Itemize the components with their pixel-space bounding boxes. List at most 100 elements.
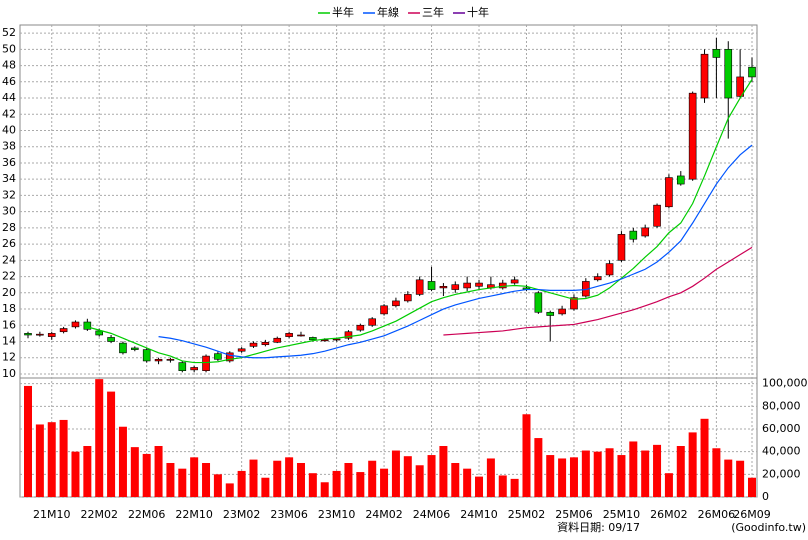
volume-bar [724, 459, 733, 497]
ma-line [443, 246, 753, 336]
volume-bar [130, 447, 139, 497]
candle-body [510, 279, 519, 284]
candle-body [237, 348, 246, 352]
volume-bar [664, 473, 673, 497]
volume-bar [118, 426, 127, 497]
y2-tick-label: 100,000 [762, 377, 808, 390]
volume-bar [546, 455, 555, 497]
candle-body [83, 321, 92, 330]
volume-bar [641, 450, 650, 497]
y2-tick-label: 0 [762, 490, 769, 503]
candle-body [570, 297, 578, 310]
candle-body [653, 204, 661, 227]
candle-body [617, 234, 626, 261]
volume-bar [534, 438, 543, 497]
volume-bar [190, 457, 199, 497]
y-tick-label: 46 [2, 75, 16, 88]
x-tick-label: 21M10 [33, 508, 71, 521]
volume-bar [581, 450, 590, 497]
legend-label: 年線 [377, 5, 399, 19]
candle-body [166, 359, 175, 361]
candle-body [748, 66, 756, 78]
candle-body [688, 92, 697, 180]
volume-bar [617, 455, 626, 497]
y-tick-label: 42 [2, 107, 16, 120]
plot-frame [19, 24, 758, 498]
candle-body [297, 334, 305, 337]
volume-bar [593, 451, 602, 497]
candle-body [344, 331, 353, 339]
candle-body [131, 347, 139, 350]
y-tick-label: 50 [2, 42, 16, 55]
volume-bar [213, 474, 222, 497]
candle-body [427, 281, 436, 290]
volume-bar [344, 463, 353, 497]
y-tick-label: 40 [2, 123, 16, 136]
y-tick-label: 10 [2, 367, 16, 380]
volume-bar [629, 441, 638, 497]
x-tick-label: 25M02 [508, 508, 546, 521]
volume-bar [296, 463, 305, 497]
candle-body [190, 367, 198, 371]
x-tick-label: 23M10 [318, 508, 356, 521]
candle-body [320, 339, 329, 342]
legend-label: 十年 [467, 5, 489, 19]
x-tick-label: 26M06 [698, 508, 736, 521]
candle-body [380, 305, 388, 315]
volume-bar [510, 478, 519, 497]
y-tick-label: 30 [2, 205, 16, 218]
candle-body [415, 279, 424, 295]
volume-bar [261, 477, 270, 497]
volume-bar [237, 470, 246, 497]
volume-bar [676, 446, 685, 497]
candle-body [24, 333, 32, 336]
candle-body [309, 337, 317, 341]
y-tick-label: 36 [2, 156, 16, 169]
y2-tick-label: 40,000 [762, 445, 801, 458]
candle-body [95, 330, 104, 336]
x-tick-label: 22M06 [128, 508, 166, 521]
candle-body [36, 333, 44, 336]
candle-body [332, 338, 341, 341]
candle-body [700, 53, 709, 99]
y-tick-label: 44 [2, 91, 16, 104]
candle-body [712, 49, 721, 58]
x-tick-label: 26M02 [650, 508, 688, 521]
volume-bar [154, 446, 163, 497]
x-tick-label: 25M10 [603, 508, 641, 521]
candle-body [273, 337, 282, 343]
candle-body [178, 362, 187, 371]
candle-body [225, 352, 234, 362]
volume-bar [451, 463, 460, 497]
volume-bar [249, 459, 258, 497]
volume-bar [225, 483, 234, 497]
volume-bar [166, 463, 175, 497]
volume-bar [178, 468, 187, 497]
volume-bar [463, 468, 472, 497]
x-tick-label: 23M02 [223, 508, 261, 521]
volume-bar [202, 463, 211, 497]
volume-bar [498, 475, 507, 497]
y-tick-label: 24 [2, 253, 16, 266]
volume-bar [59, 419, 68, 497]
volume-bar [380, 468, 389, 497]
candle-body [107, 337, 115, 342]
candle-body [558, 308, 566, 315]
volume-bar [475, 476, 484, 497]
y-tick-label: 38 [2, 140, 16, 153]
candle-body [676, 175, 685, 185]
candle-body [475, 282, 483, 287]
candle-body [534, 292, 543, 313]
volume-bar [427, 455, 436, 497]
volume-bar [712, 448, 721, 497]
candle-body [605, 263, 614, 276]
candle-body [451, 284, 460, 290]
volume-bar [700, 418, 709, 497]
volume-bar [95, 379, 104, 497]
volume-bar [83, 446, 92, 497]
volume-bar [605, 448, 614, 497]
candle-body [285, 333, 293, 337]
x-tick-label: 24M10 [460, 508, 498, 521]
candle-body [665, 177, 673, 208]
